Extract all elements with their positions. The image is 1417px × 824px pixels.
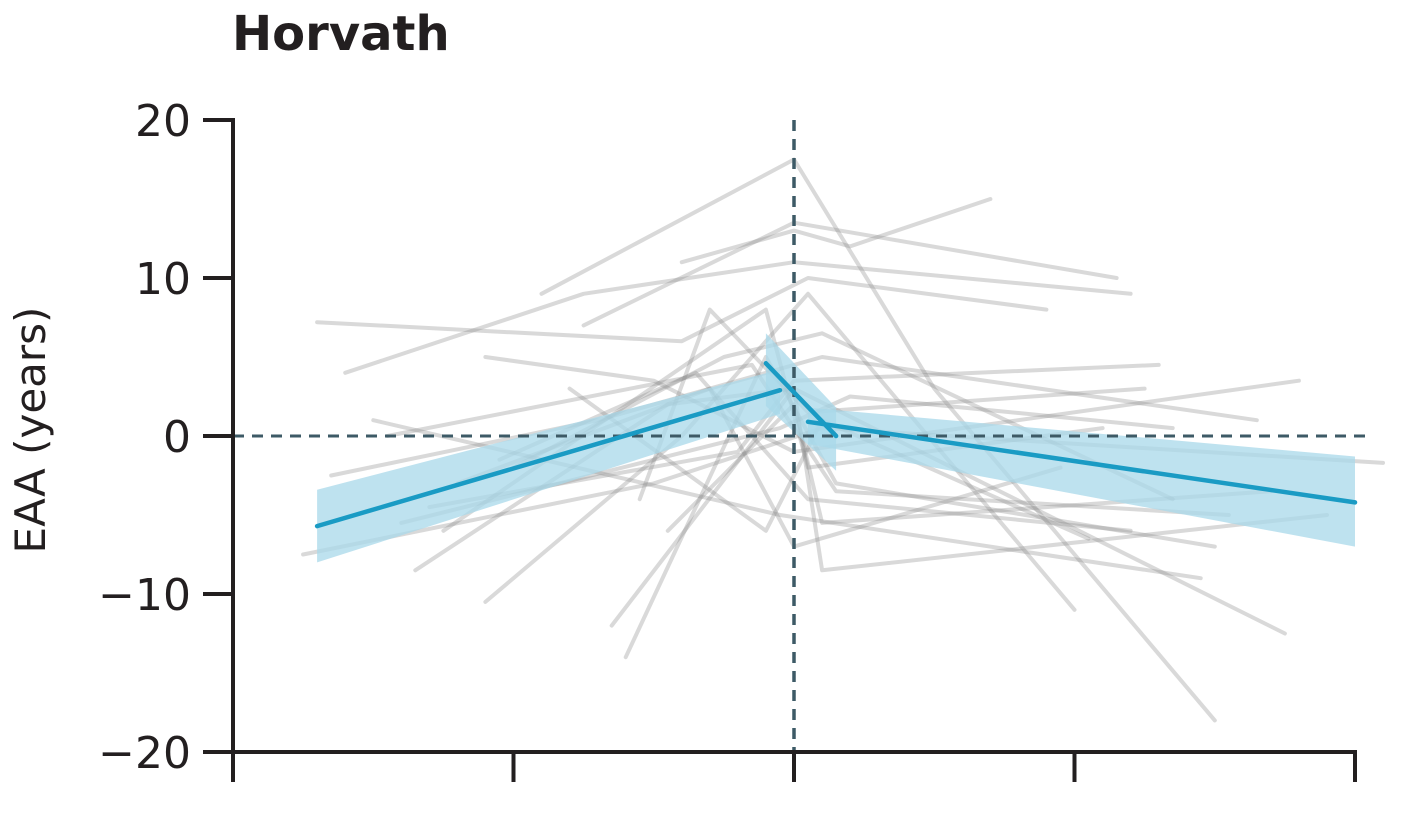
ci-band-trend_before <box>317 369 780 563</box>
trend-lines <box>314 361 1358 529</box>
y-tick-label: −20 <box>98 728 191 779</box>
trajectory-line-21 <box>665 402 1273 533</box>
y-tick-label: −10 <box>98 570 191 621</box>
y-tick-label: 10 <box>135 254 191 305</box>
reference-lines <box>233 120 1367 752</box>
trajectory-line-5 <box>315 276 1049 344</box>
y-tick-label: 0 <box>163 412 191 463</box>
chart-title: Horvath <box>232 6 450 62</box>
trajectory-line-2 <box>539 157 1217 723</box>
trajectory-line-18 <box>567 386 1091 541</box>
y-tick-label: 20 <box>135 96 191 147</box>
trend-line-trend_after <box>805 419 1358 505</box>
trend-line-trend_before <box>314 387 783 529</box>
trajectory-line-4 <box>343 260 1133 375</box>
trajectory-line-9 <box>609 386 1329 628</box>
y-axis-label: EAA (years) <box>6 307 55 554</box>
y-axis-ticks: 20 10 0 −10 −20 <box>98 96 233 779</box>
trajectory-line-1 <box>679 197 993 265</box>
x-axis-ticks <box>231 752 1357 782</box>
